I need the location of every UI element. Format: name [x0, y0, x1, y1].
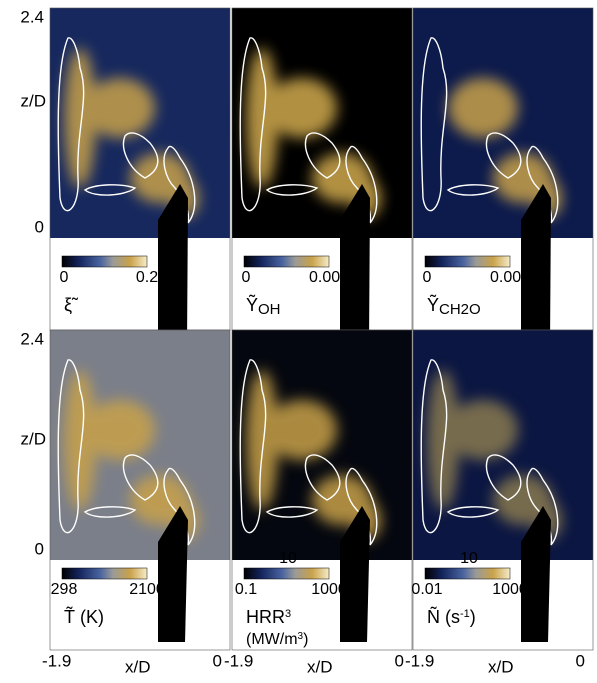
y-tick-label: 2.4 [20, 329, 44, 348]
label-part: Ỹ [427, 294, 439, 315]
field-blob [64, 370, 96, 510]
field [246, 370, 381, 540]
label-part: OH [258, 301, 281, 318]
flame-contour [420, 359, 559, 546]
nozzle [521, 506, 551, 642]
label-part: Ỹ [246, 294, 258, 315]
label-part: Ñ (s [427, 606, 460, 627]
colorbar-label: (MW/m3) [246, 631, 308, 649]
x-tick-label: 0 [395, 651, 404, 670]
x-tick-label: 0 [213, 651, 222, 670]
field [427, 370, 562, 540]
colorbar-tick: 0.005 [309, 269, 349, 286]
colorbar-mid-tick: 10 [460, 550, 478, 567]
colorbar-tick: 0.1 [235, 581, 257, 598]
field-blob [267, 78, 337, 138]
nozzle [158, 506, 188, 642]
x-axis-label: x/D [307, 657, 333, 676]
colorbar-label: ξ̃ [64, 295, 79, 315]
colorbar-label: HRR3 [246, 607, 291, 627]
x-axis-label: x/D [488, 657, 514, 676]
flame-contour [239, 359, 378, 546]
y-axis-label: z/D [21, 429, 47, 448]
label-part: 3 [285, 608, 291, 620]
colorbar-label: Ñ (s-1) [427, 606, 476, 627]
flame-contour [239, 37, 378, 224]
panel-frame [231, 329, 413, 651]
label-part: HRR [246, 607, 285, 627]
x-tick-label: -1.9 [224, 651, 253, 670]
colorbar [424, 255, 511, 268]
colorbar-tick: 0.01 [411, 581, 442, 598]
panel: 298 2100 T̃ (K) [49, 329, 231, 651]
colorbar [61, 567, 148, 580]
colorbar-tick: 0.2 [136, 269, 158, 286]
colorbar [243, 255, 330, 268]
label-part: 3 [298, 631, 304, 642]
panel-frame [49, 329, 231, 651]
colorbar-tick: 0 [423, 269, 432, 286]
colorbar-tick: 1000 [492, 581, 528, 598]
panel: 10 0.01 1000 Ñ (s-1) [411, 329, 594, 651]
nozzle [340, 506, 370, 642]
label-part: ξ̃ [64, 295, 79, 315]
panel-frame [412, 329, 594, 651]
flame-contour [420, 37, 559, 224]
colorbar-tick: 298 [51, 581, 78, 598]
colorbar [61, 255, 148, 268]
label-part: -1 [460, 608, 470, 620]
y-tick-label: 2.4 [20, 7, 44, 26]
colorbar [243, 567, 330, 580]
label-part: T̃ (K) [64, 606, 104, 627]
field [246, 48, 381, 218]
field-blob [427, 370, 459, 510]
y-axis-label: z/D [21, 91, 47, 110]
colorbar-tick: 1000 [311, 581, 347, 598]
field-blob [448, 78, 518, 138]
colorbar-label: ỸOH [246, 294, 281, 319]
panel: 0 0.001 ỸCH2O [412, 7, 594, 642]
colorbar-tick: 0 [242, 269, 251, 286]
field-blob [85, 78, 155, 138]
colorbar-tick: 0.001 [490, 269, 530, 286]
y-tick-label: 0 [35, 539, 44, 558]
x-tick-label: -1.9 [42, 651, 71, 670]
field-blob [246, 48, 278, 188]
label-part: ) [470, 607, 476, 627]
field-blob [246, 370, 278, 510]
label-part: (MW/m [246, 631, 298, 648]
flame-contour [57, 359, 196, 546]
colorbar [424, 567, 511, 580]
field-blob [448, 400, 518, 460]
field-blob [85, 400, 155, 460]
y-tick-label: 0 [35, 217, 44, 236]
field [64, 48, 199, 218]
colorbar-label: T̃ (K) [64, 606, 104, 627]
colorbar-mid-tick: 10 [279, 550, 297, 567]
field-blob [64, 48, 96, 188]
label-part: ) [303, 631, 308, 648]
field-blob [267, 400, 337, 460]
x-tick-label: -1.9 [405, 651, 434, 670]
x-axis-label: x/D [125, 657, 151, 676]
colorbar-tick: 0 [60, 269, 69, 286]
flame-contour [57, 37, 196, 224]
colorbar-tick: 2100 [129, 581, 165, 598]
x-tick-label: 0 [576, 651, 585, 670]
label-part: CH2O [439, 301, 481, 318]
colorbar-label: ỸCH2O [427, 294, 481, 319]
